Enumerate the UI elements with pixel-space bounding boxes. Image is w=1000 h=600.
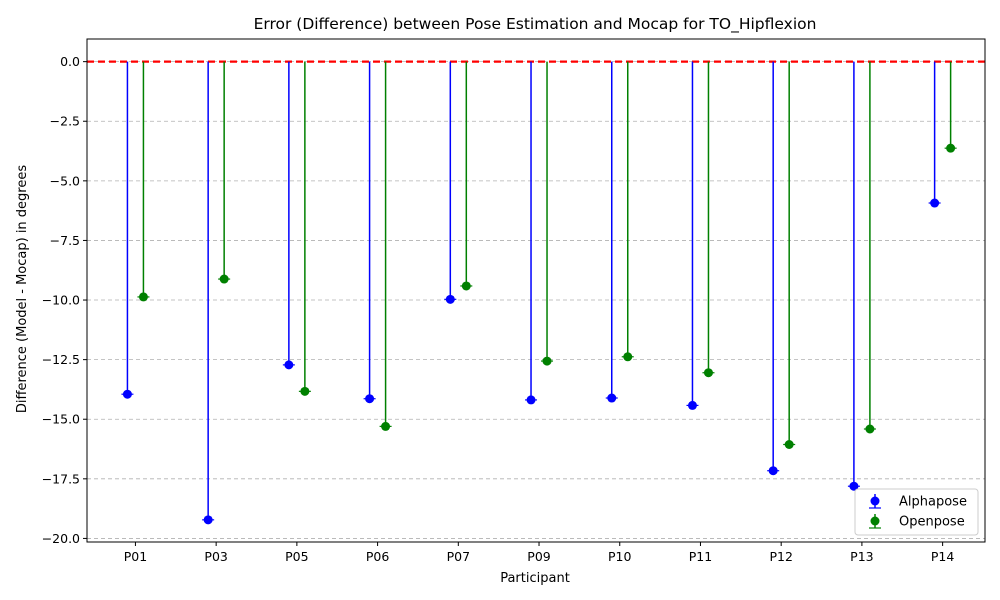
data-point (946, 143, 956, 153)
data-point (849, 481, 859, 491)
legend-marker (870, 496, 880, 506)
x-tick-label: P05 (285, 549, 308, 564)
data-point (542, 356, 552, 366)
y-tick-label: −5.0 (50, 173, 80, 188)
plot-frame (86, 38, 986, 543)
x-tick-label: P03 (204, 549, 227, 564)
data-point (122, 389, 132, 399)
data-point (607, 393, 617, 403)
data-point (461, 281, 471, 291)
legend: Alphapose Openpose (854, 488, 979, 536)
data-point (768, 466, 778, 476)
y-tick-label: −15.0 (42, 412, 80, 427)
data-point (300, 386, 310, 396)
y-tick-label: −2.5 (50, 114, 80, 129)
data-point (526, 395, 536, 405)
data-point (381, 421, 391, 431)
data-point (138, 292, 148, 302)
x-tick-label: P06 (366, 549, 389, 564)
x-tick-label: P12 (769, 549, 792, 564)
data-point (284, 360, 294, 370)
data-point (365, 394, 375, 404)
data-point (219, 274, 229, 284)
y-tick-label: −12.5 (42, 352, 80, 367)
legend-label: Alphapose (899, 495, 967, 510)
legend-box (854, 488, 979, 536)
x-tick-label: P10 (608, 549, 631, 564)
y-axis-label: Difference (Model - Mocap) in degrees (15, 165, 30, 413)
data-point (703, 368, 713, 378)
data-point (623, 352, 633, 362)
chart-title: Error (Difference) between Pose Estimati… (254, 15, 817, 34)
y-tick-label: −7.5 (50, 233, 80, 248)
y-tick-label: 0.0 (60, 54, 80, 69)
legend-marker (870, 516, 880, 526)
x-tick-label: P13 (850, 549, 873, 564)
data-point (445, 294, 455, 304)
data-point (687, 400, 697, 410)
x-axis-label: Participant (500, 571, 570, 586)
x-tick-label: P09 (527, 549, 550, 564)
x-tick-label: P11 (689, 549, 712, 564)
y-tick-label: −17.5 (42, 471, 80, 486)
y-tick-label: −20.0 (42, 531, 80, 546)
x-tick-label: P14 (931, 549, 954, 564)
x-tick-label: P01 (124, 549, 147, 564)
plot-area: 0.0 −2.5 −5.0 −7.5 −10.0 −12.5 −15.0 −17.5 −20.0… (42, 38, 986, 564)
data-point (865, 424, 875, 434)
data-point (784, 439, 794, 449)
data-point (930, 198, 940, 208)
legend-label: Openpose (899, 515, 965, 530)
x-tick-label: P07 (447, 549, 470, 564)
data-point (203, 515, 213, 525)
y-tick-label: −10.0 (42, 293, 80, 308)
